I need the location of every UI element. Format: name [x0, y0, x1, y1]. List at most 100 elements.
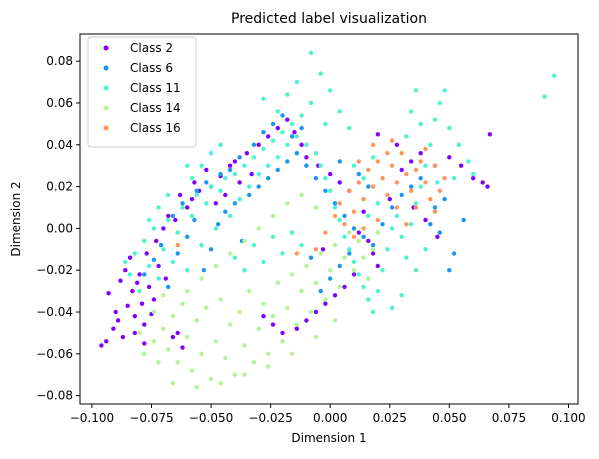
point-series-1-56 [337, 263, 342, 269]
point-series-4-24 [370, 142, 376, 147]
point-series-3-5 [170, 314, 176, 319]
point-series-2-113 [366, 213, 371, 219]
point-series-2-71 [456, 142, 462, 147]
point-series-1-18 [294, 151, 299, 156]
point-series-2-12 [189, 213, 195, 219]
point-series-2-74 [451, 176, 457, 181]
point-series-3-52 [289, 351, 295, 356]
point-series-2-73 [471, 171, 476, 177]
legend-marker-0 [103, 45, 109, 51]
point-series-2-27 [261, 146, 266, 152]
y-tick-label: 0.06 [46, 96, 73, 110]
point-series-0-88 [320, 247, 326, 252]
point-series-2-93 [208, 151, 214, 156]
point-series-3-63 [299, 192, 304, 198]
point-series-0-63 [459, 163, 464, 168]
point-series-2-13 [194, 192, 199, 198]
point-series-3-50 [242, 372, 247, 377]
point-series-3-46 [366, 276, 371, 281]
point-series-2-22 [237, 196, 242, 202]
point-series-1-22 [332, 201, 338, 206]
point-series-2-33 [289, 121, 295, 127]
point-series-2-59 [413, 201, 419, 206]
point-series-3-18 [232, 372, 238, 377]
point-series-1-4 [175, 251, 180, 256]
point-series-3-17 [227, 322, 233, 327]
point-series-2-37 [308, 100, 314, 106]
point-series-1-21 [323, 188, 328, 193]
point-series-0-1 [104, 339, 109, 344]
point-series-2-112 [299, 242, 304, 248]
point-series-0-64 [471, 176, 476, 181]
y-tick-label: −0.02 [36, 263, 73, 277]
x-tick-label: −0.100 [70, 411, 114, 425]
point-series-1-14 [256, 184, 261, 189]
point-series-2-110 [280, 251, 285, 256]
legend-marker-4 [103, 125, 109, 131]
point-series-0-30 [227, 163, 233, 168]
point-series-1-43 [270, 121, 276, 127]
point-series-4-37 [356, 159, 361, 164]
point-series-2-57 [404, 255, 409, 260]
point-series-2-39 [318, 163, 323, 168]
point-series-4-6 [370, 184, 376, 189]
point-series-0-33 [256, 142, 261, 147]
point-series-2-8 [170, 259, 176, 265]
point-series-4-33 [404, 222, 409, 227]
point-series-2-88 [337, 109, 342, 114]
point-series-1-0 [142, 272, 147, 277]
point-series-2-72 [466, 159, 471, 164]
point-series-0-46 [370, 251, 376, 256]
point-series-1-5 [185, 234, 190, 239]
point-series-0-59 [409, 159, 414, 164]
point-series-4-7 [375, 159, 380, 164]
point-series-2-14 [199, 242, 204, 248]
point-series-1-41 [251, 142, 257, 147]
point-series-4-29 [313, 247, 319, 252]
point-series-1-53 [204, 180, 209, 185]
point-series-2-102 [351, 163, 357, 168]
point-series-2-55 [394, 213, 400, 219]
y-tick-label: 0.02 [46, 180, 73, 194]
point-series-0-86 [237, 180, 242, 185]
point-series-4-20 [437, 188, 442, 193]
point-series-2-10 [180, 205, 185, 210]
point-series-1-58 [318, 288, 323, 294]
x-tick-label: 0.000 [313, 411, 347, 425]
point-series-0-69 [423, 217, 428, 223]
point-series-2-9 [175, 230, 180, 235]
point-series-3-34 [308, 309, 314, 315]
point-series-4-11 [394, 180, 400, 185]
point-series-3-15 [218, 297, 223, 302]
point-series-3-56 [199, 276, 204, 281]
x-axis: −0.100 −0.075 −0.050 −0.025 0.000 0.025 0.050 0… [70, 404, 586, 425]
point-series-2-25 [251, 155, 257, 160]
point-series-3-67 [137, 330, 142, 336]
point-series-2-18 [218, 188, 223, 193]
point-series-2-100 [542, 94, 547, 99]
point-series-1-44 [280, 113, 285, 118]
point-series-0-71 [387, 196, 392, 202]
point-series-2-17 [213, 226, 218, 231]
point-series-1-7 [201, 268, 207, 273]
point-series-3-30 [289, 272, 295, 277]
point-series-0-41 [328, 171, 333, 177]
point-series-0-25 [185, 205, 190, 210]
chart-title: Predicted label visualization [231, 11, 427, 27]
point-series-3-31 [294, 322, 299, 327]
point-series-1-10 [223, 209, 228, 214]
point-series-0-45 [366, 238, 371, 244]
point-series-1-55 [347, 251, 352, 256]
point-series-3-60 [256, 226, 261, 231]
point-series-4-34 [385, 151, 390, 156]
legend-label-1: Class 6 [130, 61, 173, 75]
point-series-2-83 [294, 79, 299, 85]
point-series-2-70 [447, 125, 452, 131]
point-series-3-48 [194, 385, 199, 390]
point-series-2-38 [313, 151, 319, 156]
point-series-0-20 [161, 226, 166, 231]
point-series-0-60 [418, 151, 423, 156]
point-series-4-36 [294, 251, 299, 256]
point-series-4-27 [332, 213, 338, 219]
